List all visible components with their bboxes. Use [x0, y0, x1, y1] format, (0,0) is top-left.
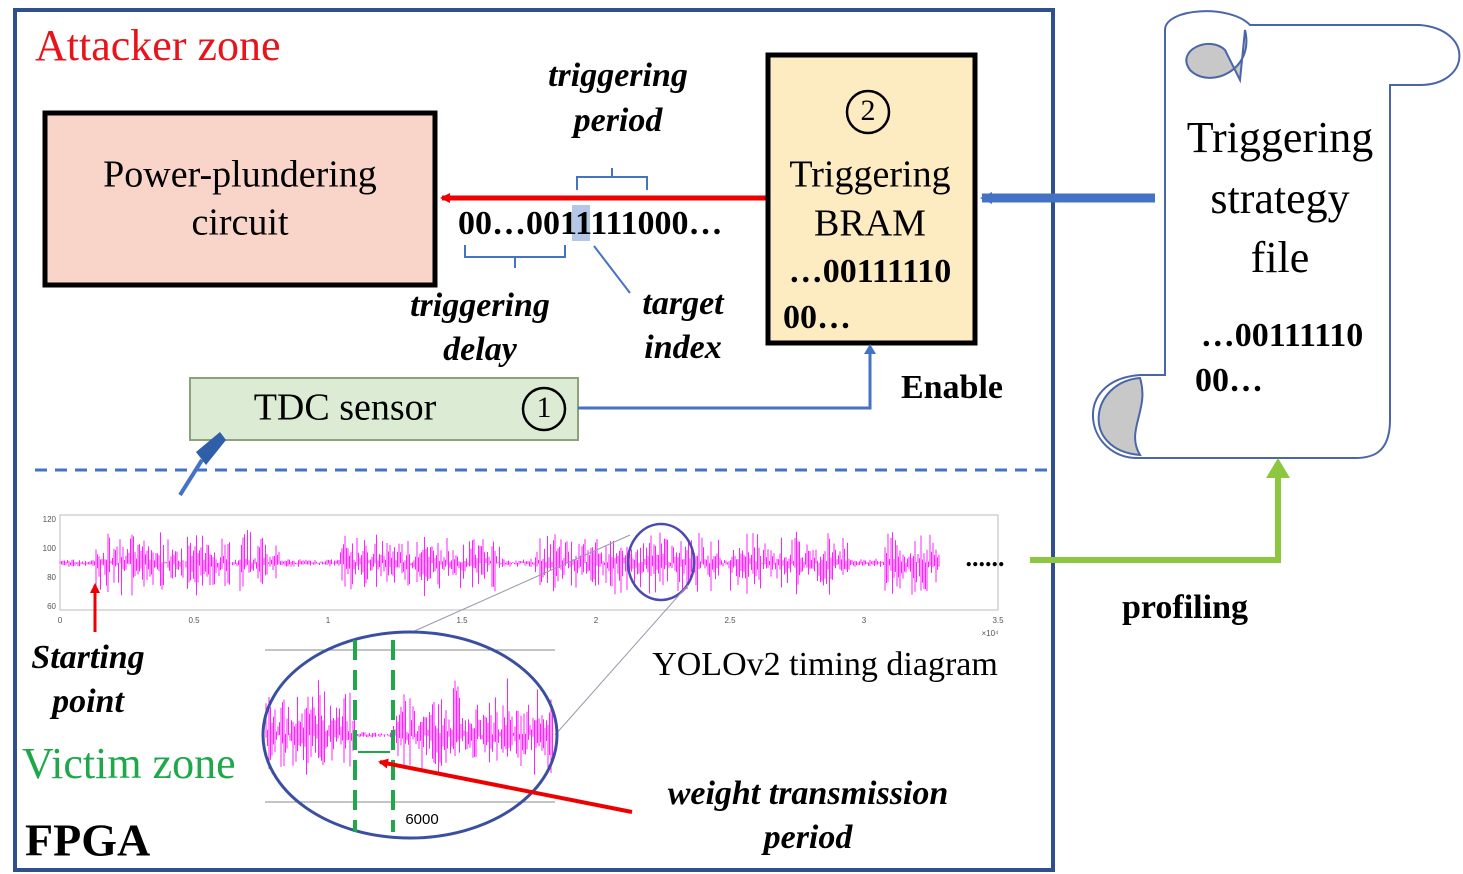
- plot-y-tick: 80: [47, 573, 56, 582]
- diagram: Attacker zone Power-plundering circuit 0…: [0, 0, 1463, 874]
- plot-x-tick: 0: [58, 616, 63, 625]
- plot-x-tick: 2: [594, 616, 599, 625]
- target-pointer: [594, 246, 630, 293]
- tdc-label: TDC sensor: [254, 387, 437, 429]
- probe-icon: [180, 432, 226, 495]
- profiling-arrow: [1030, 470, 1278, 560]
- plot-x-tick: 0.5: [188, 616, 200, 625]
- plot-y-tick: 100: [43, 544, 57, 553]
- file-label: strategy: [1210, 174, 1349, 223]
- period-label: period: [571, 102, 664, 139]
- timing-caption: YOLOv2 timing diagram: [652, 646, 998, 683]
- bram-label: BRAM: [814, 203, 926, 245]
- body: Attacker zone Power-plundering circuit 0…: [0, 0, 1463, 874]
- period-label: triggering: [548, 57, 688, 94]
- weight-label: weight transmission: [668, 775, 949, 812]
- bram-bits: 00…: [783, 299, 851, 336]
- attacker-zone: Attacker zone: [35, 21, 281, 70]
- weight-arrow: [380, 762, 632, 812]
- delay-brace: [465, 245, 565, 268]
- bram-bits: …00111110: [789, 253, 952, 290]
- zoom-tick: 6000: [405, 811, 438, 828]
- plot-x-tick: 1.5: [456, 616, 468, 625]
- power-circuit-box: [45, 113, 435, 285]
- plot-x-tick: 1: [326, 616, 331, 625]
- fpga-label: FPGA: [25, 815, 150, 866]
- start-label: Starting: [31, 639, 144, 676]
- file-label: Triggering: [1187, 113, 1374, 162]
- target-label: index: [644, 329, 721, 366]
- plot-x-tick: 3: [862, 616, 867, 625]
- period-brace: [577, 168, 647, 190]
- delay-label: triggering: [410, 287, 550, 324]
- zoom-waveform: [266, 679, 553, 776]
- start-label: point: [49, 683, 125, 720]
- plot-y-tick: 120: [43, 515, 57, 524]
- plot-x-scale: ×10⁴: [981, 629, 999, 638]
- power-circuit-label: circuit: [191, 202, 289, 244]
- page: { "attacker_zone": "Attacker zone", "vic…: [0, 0, 1463, 874]
- plot-x-tick: 2.5: [724, 616, 736, 625]
- file-bits: 00…: [1195, 362, 1263, 399]
- weight-label: period: [761, 819, 854, 856]
- continuation: ......: [966, 543, 1005, 572]
- plot-y-tick: 60: [47, 602, 56, 611]
- enable-line: [578, 350, 870, 408]
- plot-x-tick: 3.5: [992, 616, 1004, 625]
- plot-ticks: 120 100 80 600 0.5 1 1.5 2 2.5 3 3.5 ×10⁴: [43, 515, 1004, 638]
- enable-label: Enable: [901, 369, 1003, 406]
- profiling-head: [1266, 458, 1290, 478]
- waveform: [60, 530, 939, 596]
- profiling-label: profiling: [1122, 589, 1248, 626]
- file-label: file: [1251, 233, 1310, 282]
- bit-stream: 00…0011111000…: [458, 205, 723, 242]
- power-circuit-label: Power-plundering: [103, 154, 377, 196]
- target-label: target: [642, 285, 725, 322]
- delay-label: delay: [443, 331, 518, 368]
- file-bits: …00111110: [1201, 317, 1364, 354]
- bram-number: 2: [861, 94, 876, 127]
- victim-zone: Victim zone: [22, 739, 236, 788]
- bram-label: Triggering: [789, 154, 950, 196]
- tdc-number: 1: [537, 391, 552, 424]
